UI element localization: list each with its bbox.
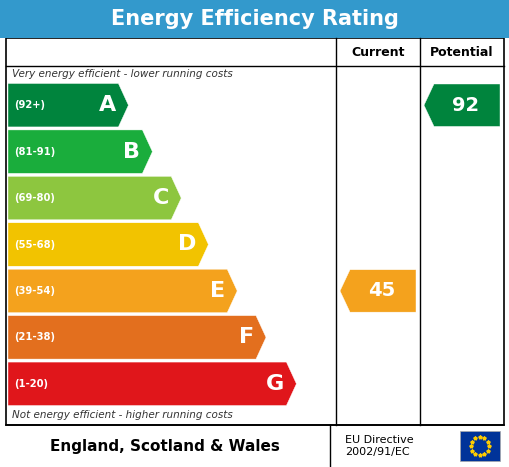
Bar bbox=[0, 0, 509, 38]
Text: EU Directive
2002/91/EC: EU Directive 2002/91/EC bbox=[345, 435, 414, 457]
Text: C: C bbox=[153, 188, 169, 208]
Text: 92: 92 bbox=[453, 96, 479, 115]
Text: D: D bbox=[178, 234, 196, 255]
Polygon shape bbox=[8, 177, 181, 220]
Text: (92+): (92+) bbox=[14, 100, 45, 110]
Polygon shape bbox=[8, 84, 128, 127]
Text: (81-91): (81-91) bbox=[14, 147, 55, 156]
Bar bbox=[460, 431, 500, 461]
Text: (21-38): (21-38) bbox=[14, 333, 55, 342]
Text: Not energy efficient - higher running costs: Not energy efficient - higher running co… bbox=[12, 410, 233, 420]
Bar bbox=[6, 38, 504, 425]
Text: England, Scotland & Wales: England, Scotland & Wales bbox=[50, 439, 280, 453]
Polygon shape bbox=[8, 269, 237, 312]
Polygon shape bbox=[8, 223, 208, 266]
Text: (55-68): (55-68) bbox=[14, 240, 55, 249]
Text: Very energy efficient - lower running costs: Very energy efficient - lower running co… bbox=[12, 69, 233, 79]
Polygon shape bbox=[8, 362, 296, 405]
Polygon shape bbox=[424, 84, 500, 127]
Text: B: B bbox=[123, 142, 140, 162]
Text: Current: Current bbox=[351, 45, 405, 58]
Text: F: F bbox=[239, 327, 254, 347]
Polygon shape bbox=[340, 270, 416, 312]
Text: (1-20): (1-20) bbox=[14, 379, 48, 389]
Text: Energy Efficiency Rating: Energy Efficiency Rating bbox=[110, 9, 399, 29]
Text: (39-54): (39-54) bbox=[14, 286, 55, 296]
Polygon shape bbox=[8, 130, 152, 173]
Polygon shape bbox=[8, 316, 266, 359]
Text: Potential: Potential bbox=[430, 45, 494, 58]
Text: 45: 45 bbox=[369, 282, 395, 300]
Text: (69-80): (69-80) bbox=[14, 193, 55, 203]
Text: G: G bbox=[266, 374, 285, 394]
Text: E: E bbox=[210, 281, 225, 301]
Text: A: A bbox=[99, 95, 117, 115]
